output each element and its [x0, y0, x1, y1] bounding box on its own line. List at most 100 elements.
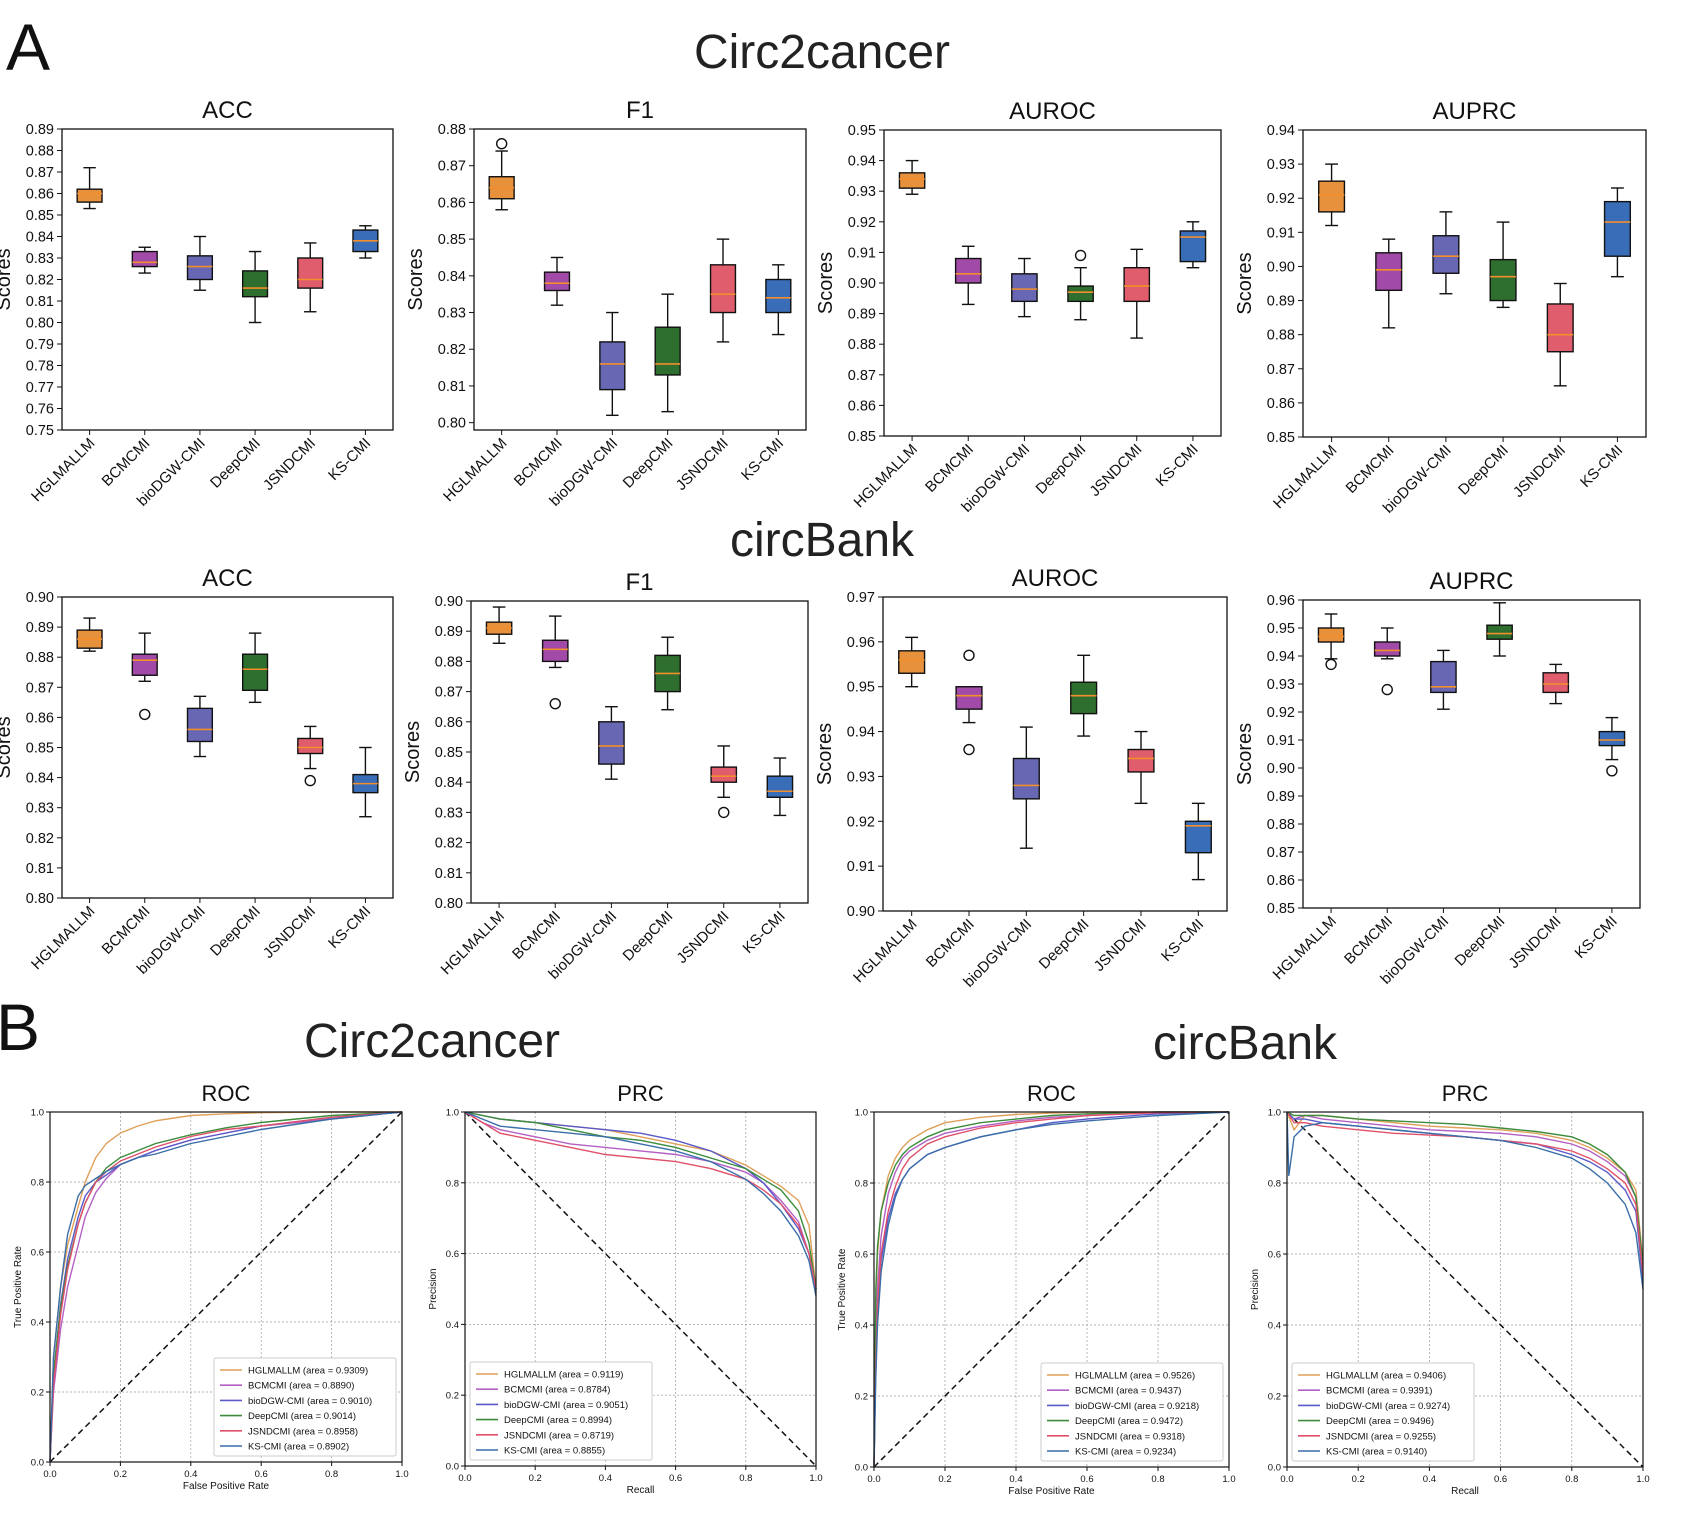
x-tick-label: KS-CMI	[738, 435, 787, 484]
box-iqr	[241, 270, 269, 298]
x-tick-label: BCMCMI	[1343, 442, 1398, 497]
legend-label-JSNDCMI: JSNDCMI (area = 0.9318)	[1075, 1431, 1185, 1442]
outlier-point	[1325, 658, 1337, 671]
x-tick-label: BCMCMI	[99, 435, 154, 490]
plot-frame	[1286, 1111, 1644, 1468]
box-KS-CMI	[1184, 802, 1212, 881]
y-tick-label: 0.87	[848, 368, 876, 384]
series-line-bioDGW-CMI	[464, 1111, 817, 1290]
y-tick-label: 0.84	[26, 771, 54, 787]
box-iqr	[898, 172, 926, 189]
box-BCMCMI	[1373, 627, 1401, 696]
legend-label-HGLMALLM: HGLMALLM (area = 0.9406)	[1326, 1371, 1446, 1382]
y-tick-label: 0.81	[438, 379, 466, 395]
box-KS-CMI	[352, 746, 379, 818]
x-tick-label: JSNDCMI	[1086, 441, 1145, 500]
box-DeepCMI	[1067, 249, 1094, 321]
y-tick-label: 0.94	[848, 154, 876, 170]
y-tick-label: 0.92	[1267, 705, 1295, 721]
plot-frame	[49, 1111, 403, 1463]
box-iqr	[599, 341, 626, 391]
y-tick-label: 0.84	[438, 269, 466, 285]
box-iqr	[131, 250, 158, 268]
y-tick-label: 0.91	[847, 859, 875, 875]
box-iqr	[1430, 660, 1457, 694]
box-JSNDCMI	[1542, 663, 1570, 705]
box-iqr	[1123, 267, 1151, 303]
x-axis-label: False Positive Rate	[183, 1481, 270, 1492]
x-tick-label: 0.0	[1280, 1474, 1293, 1485]
plot-frame	[873, 1111, 1230, 1468]
box-BCMCMI	[543, 256, 571, 306]
series-line-JSNDCMI	[49, 1111, 403, 1463]
y-tick-label: 0.89	[1267, 789, 1295, 805]
plot-frame	[1302, 129, 1647, 438]
legend-label-DeepCMI: DeepCMI (area = 0.8994)	[504, 1415, 612, 1426]
box-HGLMALLM	[1318, 163, 1346, 227]
box-iqr	[1489, 258, 1517, 302]
x-tick-label: 0.8	[1565, 1474, 1578, 1485]
x-axis-label: Recall	[1451, 1486, 1479, 1497]
y-tick-label: 0.90	[1267, 259, 1295, 275]
box-iqr	[1486, 624, 1513, 640]
series-line-KS-CMI	[464, 1111, 817, 1297]
legend-label-BCMCMI: BCMCMI (area = 0.8890)	[248, 1381, 354, 1392]
legend-label-JSNDCMI: JSNDCMI (area = 0.8958)	[248, 1426, 358, 1437]
y-tick-label: 0.94	[847, 725, 875, 741]
outlier-point	[963, 649, 975, 662]
chart-title: ACC	[202, 97, 253, 124]
box-KS-CMI	[1179, 221, 1207, 269]
y-tick-label: 0.87	[26, 680, 54, 696]
x-tick-label: HGLMALLM	[850, 916, 920, 986]
y-tick-label: 0.0	[1268, 1463, 1281, 1474]
y-tick-label: 0.95	[848, 123, 876, 139]
y-tick-label: 1.0	[31, 1108, 44, 1119]
chart-title: F1	[626, 97, 654, 124]
x-tick-label: BCMCMI	[509, 908, 564, 963]
box-iqr	[241, 653, 269, 692]
x-tick-label: KS-CMI	[1153, 441, 1202, 490]
charts-layer: ACC Scores 0.75 0.76 0.77 0.78 0.79 0.80 0.81 0.8…	[0, 97, 1650, 1497]
chance-diagonal	[464, 1111, 817, 1467]
x-tick-label: 0.6	[255, 1469, 268, 1480]
box-iqr	[766, 775, 794, 798]
y-tick-label: 0.0	[446, 1462, 459, 1473]
x-tick-label: 1.0	[395, 1469, 408, 1480]
box-JSNDCMI	[297, 725, 324, 787]
x-tick-label: KS-CMI	[1577, 442, 1626, 491]
boxplot-Circ2cancer-ACC: ACC Scores 0.75 0.76 0.77 0.78 0.79 0.80 0.81 0.8…	[0, 97, 394, 510]
plot-frame	[464, 1111, 817, 1467]
box-KS-CMI	[1598, 716, 1626, 777]
y-tick-label: 0.79	[26, 337, 54, 353]
box-KS-CMI	[1603, 187, 1631, 278]
y-tick-label: 0.92	[848, 215, 876, 231]
y-tick-label: 0.85	[435, 745, 463, 761]
panel-a-title-circbank: circBank	[730, 514, 915, 567]
x-tick-label: DeepCMI	[1036, 916, 1093, 973]
y-tick-label: 0.86	[26, 710, 54, 726]
y-tick-label: 0.87	[438, 159, 466, 175]
plot-frame	[883, 129, 1222, 437]
box-bioDGW-CMI	[599, 311, 626, 417]
legend-label-HGLMALLM: HGLMALLM (area = 0.9526)	[1075, 1371, 1195, 1382]
y-tick-label: 0.91	[1267, 733, 1295, 749]
series-line-DeepCMI	[1286, 1111, 1644, 1265]
x-tick-label: 0.4	[1423, 1474, 1436, 1485]
y-tick-label: 0.8	[855, 1179, 868, 1190]
box-bioDGW-CMI	[1011, 257, 1038, 318]
boxplot-circBank-AUPRC: AUPRC Scores 0.85 0.86 0.87 0.88 0.89 0.90 0.91 0…	[1234, 568, 1641, 988]
y-tick-label: 0.92	[1267, 191, 1295, 207]
y-tick-label: 0.85	[1267, 430, 1295, 446]
y-tick-label: 0.80	[26, 891, 54, 907]
box-iqr	[954, 257, 982, 284]
y-tick-label: 0.80	[435, 896, 463, 912]
box-DeepCMI	[241, 632, 269, 704]
y-tick-label: 0.4	[446, 1320, 459, 1331]
y-tick-label: 0.86	[26, 187, 54, 203]
y-tick-label: 0.0	[31, 1458, 44, 1469]
y-tick-label: 0.87	[26, 165, 54, 181]
x-tick-label: BCMCMI	[923, 916, 978, 971]
x-tick-label: KS-CMI	[1572, 913, 1621, 962]
x-tick-label: 0.8	[1151, 1474, 1164, 1485]
